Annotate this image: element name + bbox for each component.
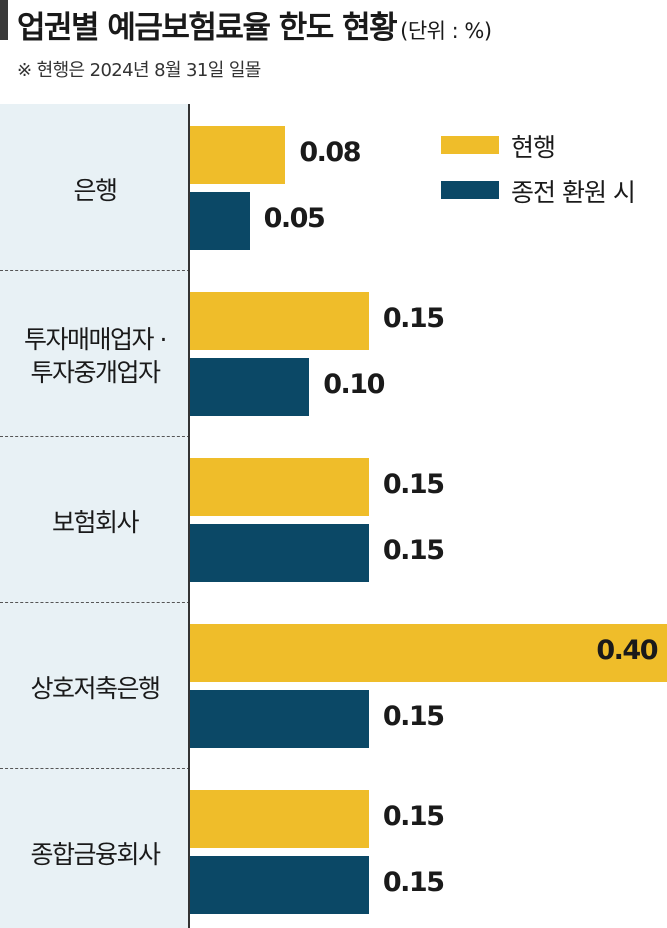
bar-value-label: 0.05 [263, 203, 326, 234]
bar-value-label: 0.15 [382, 469, 445, 500]
category-label: 투자매매업자 · 투자중개업자 [0, 323, 190, 389]
bar-value-label: 0.10 [323, 369, 385, 400]
bar-current [190, 126, 286, 184]
category-divider [0, 602, 190, 603]
category-label: 보험회사 [0, 506, 190, 539]
chart-title: 업권별 예금보험료율 한도 현황 [17, 10, 398, 46]
category-label: 상호저축은행 [0, 672, 190, 705]
bar-value-label: 0.15 [382, 867, 445, 898]
category-divider [0, 436, 190, 437]
bar-previous [190, 524, 369, 582]
title-line: 업권별 예금보험료율 한도 현황 (단위 : %) [17, 2, 492, 47]
category-label-panel [0, 104, 190, 928]
bar-previous [190, 192, 250, 250]
category-label-line: 보험회사 [51, 507, 140, 537]
bar-current [190, 790, 369, 848]
bar-previous [190, 690, 369, 748]
bar-current [190, 624, 667, 682]
bar-current [190, 458, 369, 516]
category-label: 종합금융회사 [0, 838, 190, 871]
legend-label: 종전 환원 시 [511, 178, 636, 207]
category-label-line: 종합금융회사 [30, 839, 161, 869]
bar-value-label: 0.15 [382, 303, 445, 334]
unit-label: (단위 : %) [400, 19, 492, 43]
header-accent-bar [0, 0, 8, 40]
legend-swatch [441, 136, 499, 154]
category-divider [0, 768, 190, 769]
category-label-line: 투자매매업자 · [24, 325, 167, 354]
legend-swatch [441, 181, 499, 199]
bar-previous [190, 358, 310, 416]
bar-value-label: 0.15 [382, 801, 445, 832]
footnote: ※ 현행은 2024년 8월 31일 일몰 [17, 60, 261, 81]
category-label-line: 투자중개업자 [30, 358, 161, 387]
category-divider [0, 270, 190, 271]
bar-current [190, 292, 369, 350]
bar-value-label: 0.15 [382, 535, 445, 566]
bar-value-label: 0.40 [596, 635, 658, 666]
bar-value-label: 0.15 [382, 701, 445, 732]
category-label-line: 상호저축은행 [30, 673, 161, 703]
category-label-line: 은행 [73, 175, 118, 205]
bar-value-label: 0.08 [299, 137, 361, 168]
category-label: 은행 [0, 174, 190, 207]
bar-previous [190, 856, 369, 914]
legend-label: 현행 [511, 133, 556, 162]
category-axis-line [188, 104, 190, 928]
